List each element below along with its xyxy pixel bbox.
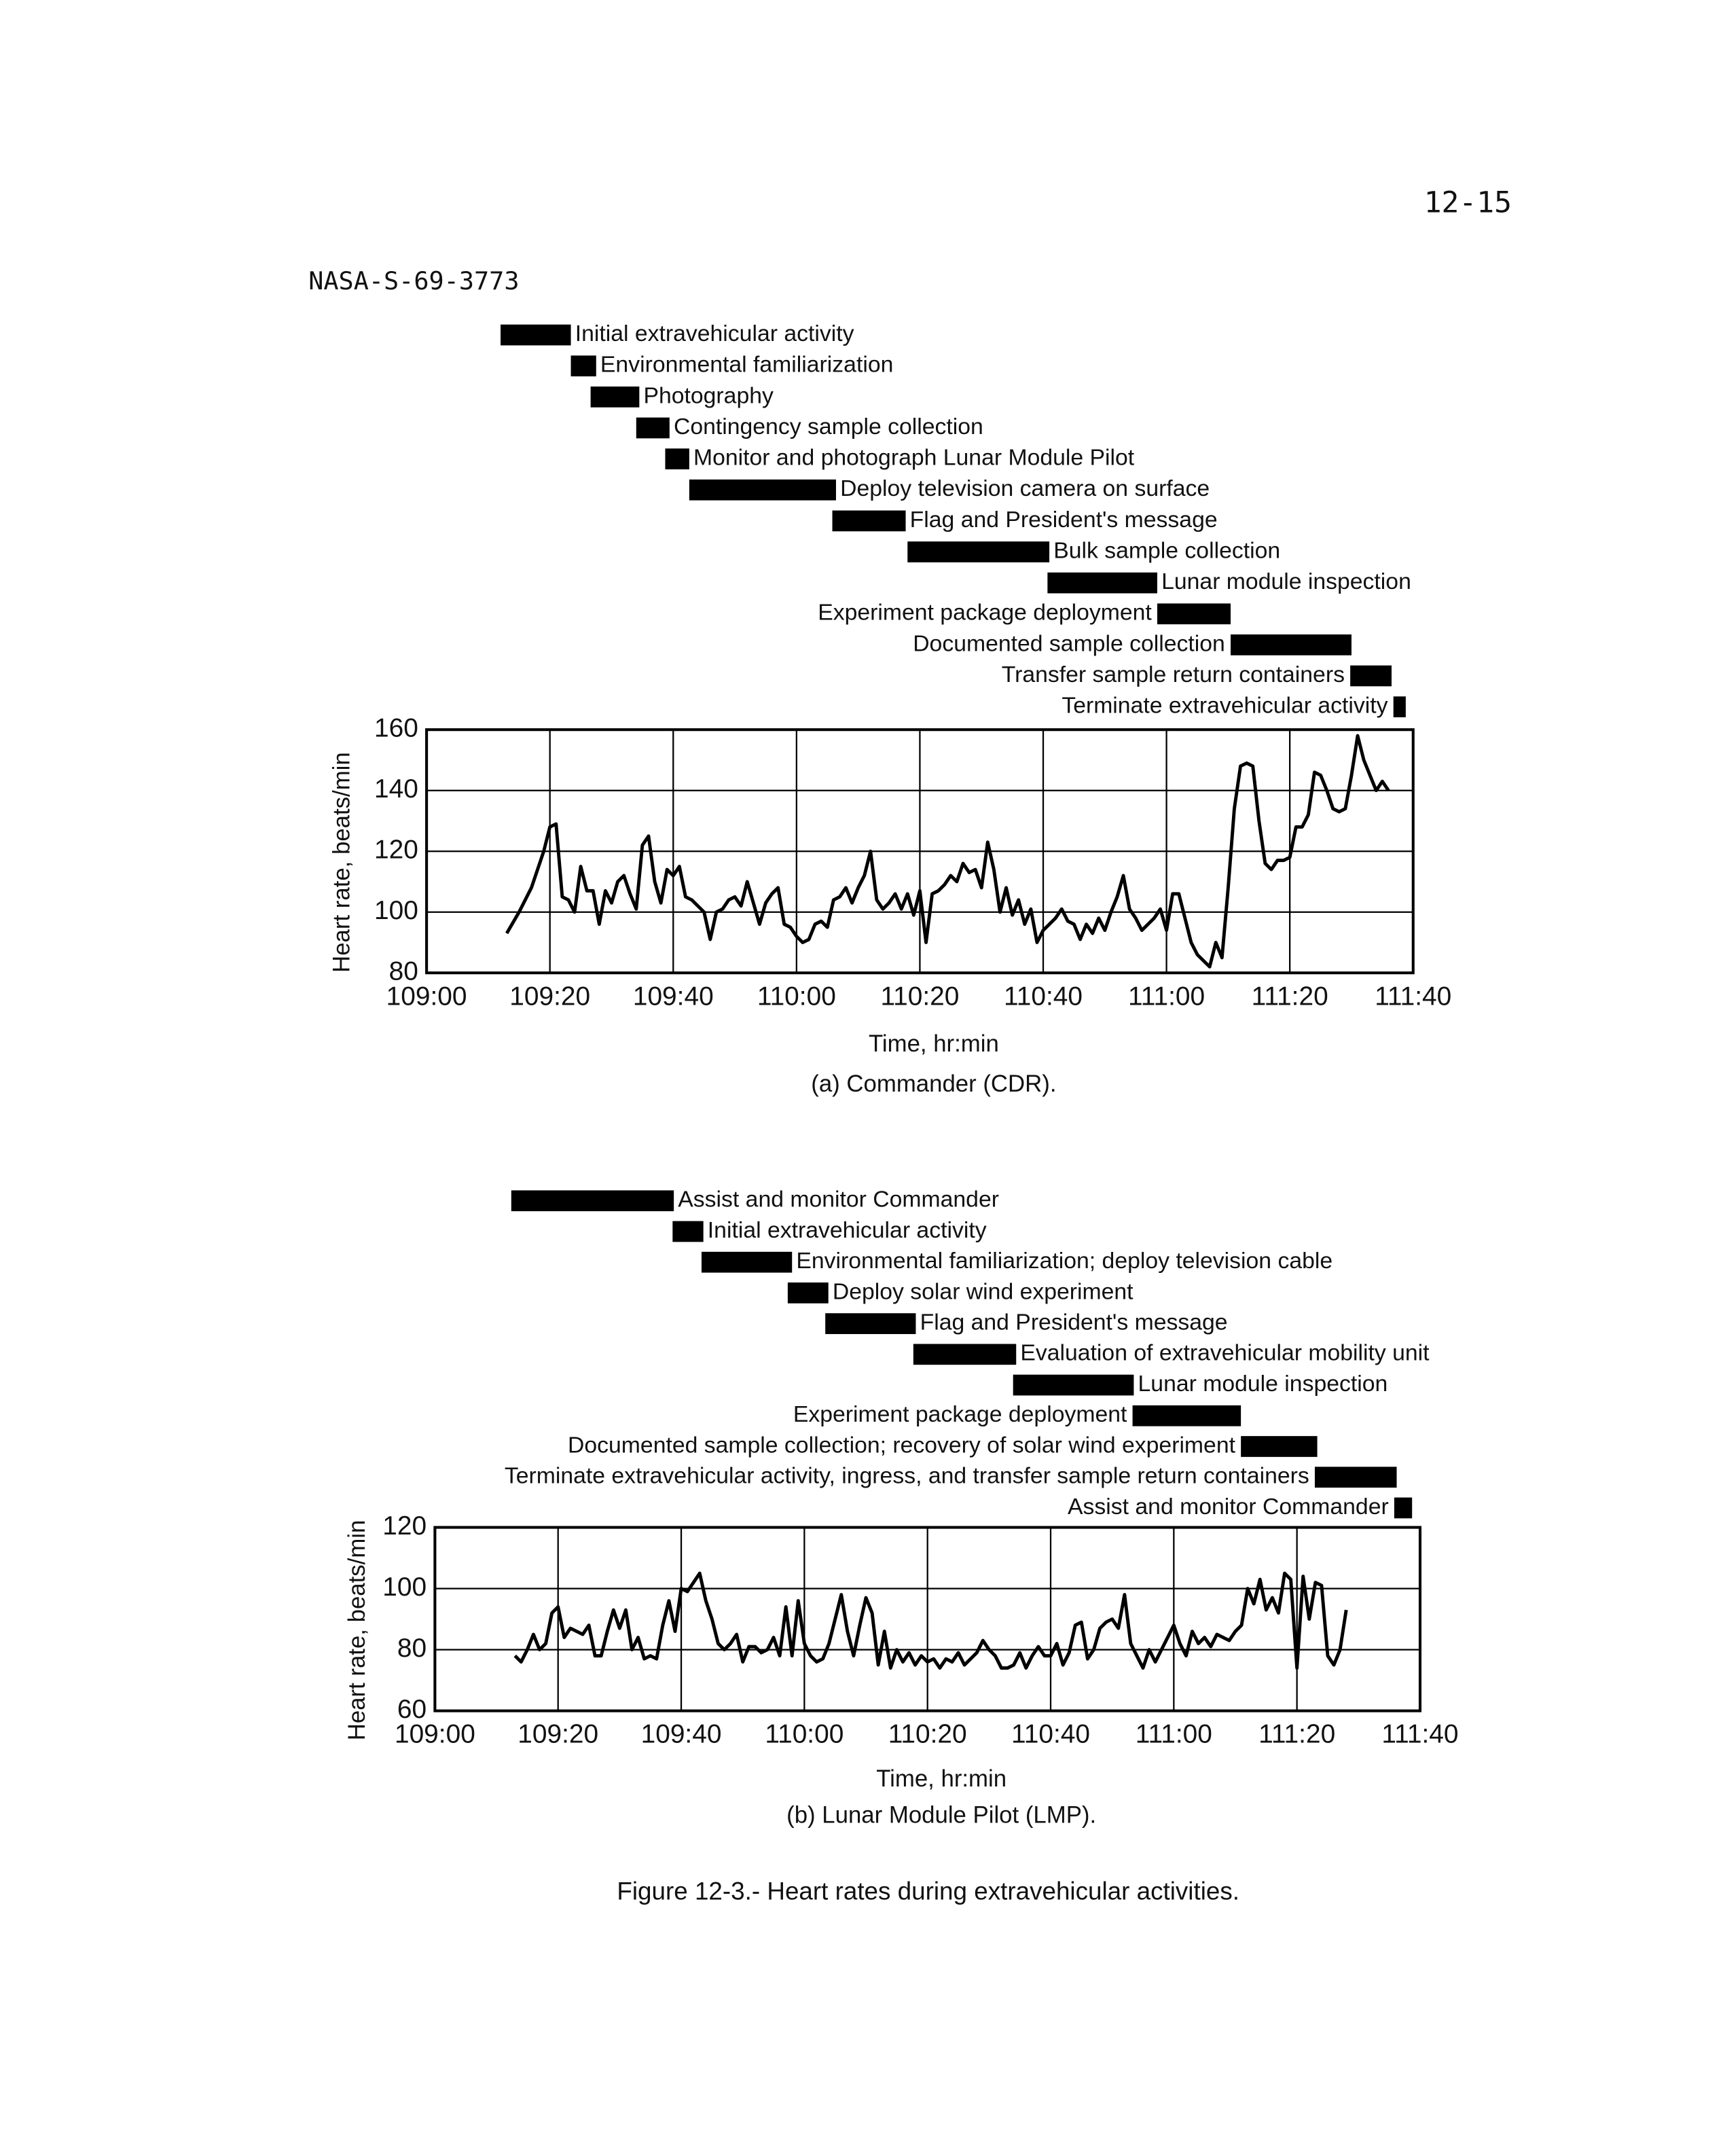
x-tick-label: 110:20 bbox=[880, 982, 959, 1011]
activity-label: Assist and monitor Commander bbox=[1068, 1494, 1389, 1520]
y-tick-label: 80 bbox=[389, 956, 418, 986]
activity-bar bbox=[1231, 634, 1352, 655]
x-tick-label: 111:40 bbox=[1375, 982, 1451, 1011]
activity-label: Deploy television camera on surface bbox=[840, 475, 1210, 501]
y-tick-label: 60 bbox=[397, 1695, 427, 1724]
activity-label: Deploy solar wind experiment bbox=[833, 1278, 1133, 1304]
plot-frame bbox=[425, 728, 1415, 975]
activity-bar bbox=[1132, 1405, 1241, 1426]
x-tick-label: 109:20 bbox=[518, 1720, 598, 1749]
chart-caption: (b) Lunar Module Pilot (LMP). bbox=[786, 1802, 1096, 1828]
document-id: NASA-S-69-3773 bbox=[308, 266, 519, 295]
x-axis-label: Time, hr:min bbox=[876, 1766, 1006, 1792]
page-number: 12-15 bbox=[1424, 185, 1512, 219]
activity-bar bbox=[1157, 603, 1231, 625]
activity-label: Documented sample collection; recovery o… bbox=[568, 1432, 1236, 1458]
y-axis-label: Heart rate, beats/min bbox=[329, 752, 355, 973]
activity-bar bbox=[501, 324, 571, 346]
heart-rate-line bbox=[505, 734, 1390, 969]
activity-bar bbox=[1393, 696, 1406, 717]
activity-bar bbox=[832, 510, 906, 532]
y-tick-label: 80 bbox=[397, 1634, 427, 1663]
y-tick-label: 100 bbox=[382, 1573, 427, 1602]
x-tick-label: 110:20 bbox=[888, 1720, 967, 1749]
activity-bar bbox=[825, 1313, 916, 1334]
activity-bar bbox=[511, 1190, 674, 1212]
activity-label: Lunar module inspection bbox=[1138, 1371, 1388, 1397]
activity-label: Photography bbox=[643, 382, 774, 408]
heart-rate-line bbox=[513, 1571, 1348, 1670]
x-tick-label: 111:20 bbox=[1252, 982, 1328, 1011]
activity-label: Transfer sample return containers bbox=[1002, 662, 1345, 687]
x-tick-label: 111:00 bbox=[1128, 982, 1205, 1011]
activity-bar bbox=[1394, 1497, 1413, 1519]
x-tick-label: 111:20 bbox=[1258, 1720, 1335, 1749]
activity-bar bbox=[1314, 1467, 1397, 1488]
activity-bar bbox=[672, 1221, 704, 1242]
x-axis-label: Time, hr:min bbox=[869, 1031, 999, 1057]
x-tick-label: 110:40 bbox=[1011, 1720, 1090, 1749]
activity-bar bbox=[701, 1251, 793, 1273]
activity-label: Terminate extravehicular activity bbox=[1062, 693, 1388, 719]
activity-bar bbox=[1241, 1436, 1318, 1457]
x-tick-label: 111:40 bbox=[1381, 1720, 1458, 1749]
x-tick-label: 111:00 bbox=[1136, 1720, 1212, 1749]
activity-bar bbox=[636, 417, 670, 439]
activity-bar bbox=[665, 448, 689, 469]
activity-bar bbox=[689, 479, 836, 501]
x-tick-label: 109:40 bbox=[633, 982, 714, 1011]
plot-frame bbox=[433, 1526, 1422, 1712]
activity-label: Terminate extravehicular activity, ingre… bbox=[505, 1463, 1309, 1489]
x-tick-label: 109:00 bbox=[386, 982, 467, 1011]
x-tick-label: 109:00 bbox=[395, 1720, 475, 1749]
activity-bar bbox=[590, 387, 640, 408]
activity-label: Environmental familiarization bbox=[600, 352, 893, 378]
x-tick-label: 110:00 bbox=[757, 982, 836, 1011]
activity-label: Experiment package deployment bbox=[793, 1401, 1127, 1427]
activity-bar bbox=[1047, 572, 1157, 594]
activity-label: Experiment package deployment bbox=[818, 600, 1152, 626]
activity-label: Initial extravehicular activity bbox=[708, 1217, 987, 1243]
y-tick-label: 100 bbox=[374, 896, 418, 925]
chart: Assist and monitor Commander Initial extr… bbox=[344, 1187, 1458, 1829]
x-tick-label: 109:40 bbox=[641, 1720, 722, 1749]
activity-bar bbox=[1013, 1374, 1134, 1396]
activity-label: Assist and monitor Commander bbox=[678, 1187, 999, 1212]
y-tick-label: 160 bbox=[374, 713, 418, 742]
activity-bar bbox=[1350, 665, 1392, 687]
activity-bar bbox=[570, 355, 596, 377]
chart-caption: (a) Commander (CDR). bbox=[811, 1071, 1056, 1097]
activity-label: Bulk sample collection bbox=[1053, 537, 1280, 563]
y-axis-label: Heart rate, beats/min bbox=[344, 1520, 370, 1741]
activity-label: Monitor and photograph Lunar Module Pilo… bbox=[693, 445, 1135, 471]
activity-label: Flag and President's message bbox=[920, 1310, 1228, 1335]
activity-bar bbox=[913, 1344, 1017, 1365]
x-tick-label: 110:00 bbox=[765, 1720, 844, 1749]
x-tick-label: 110:40 bbox=[1004, 982, 1083, 1011]
activity-label: Contingency sample collection bbox=[674, 414, 983, 439]
activity-bar bbox=[907, 541, 1050, 562]
y-tick-label: 120 bbox=[382, 1511, 427, 1541]
activity-bar bbox=[787, 1282, 829, 1304]
y-tick-label: 120 bbox=[374, 835, 418, 864]
activity-label: Initial extravehicular activity bbox=[575, 321, 854, 346]
chart: Initial extravehicular activity Environme… bbox=[329, 321, 1452, 1097]
figure-caption: Figure 12-3.- Heart rates during extrave… bbox=[617, 1877, 1239, 1905]
activity-label: Documented sample collection bbox=[913, 630, 1225, 656]
activity-label: Lunar module inspection bbox=[1161, 569, 1411, 594]
activity-label: Flag and President's message bbox=[910, 507, 1218, 533]
y-tick-label: 140 bbox=[374, 774, 418, 804]
activity-label: Environmental familiarization; deploy te… bbox=[796, 1248, 1332, 1274]
x-tick-label: 109:20 bbox=[509, 982, 590, 1011]
activity-label: Evaluation of extravehicular mobility un… bbox=[1020, 1340, 1430, 1366]
